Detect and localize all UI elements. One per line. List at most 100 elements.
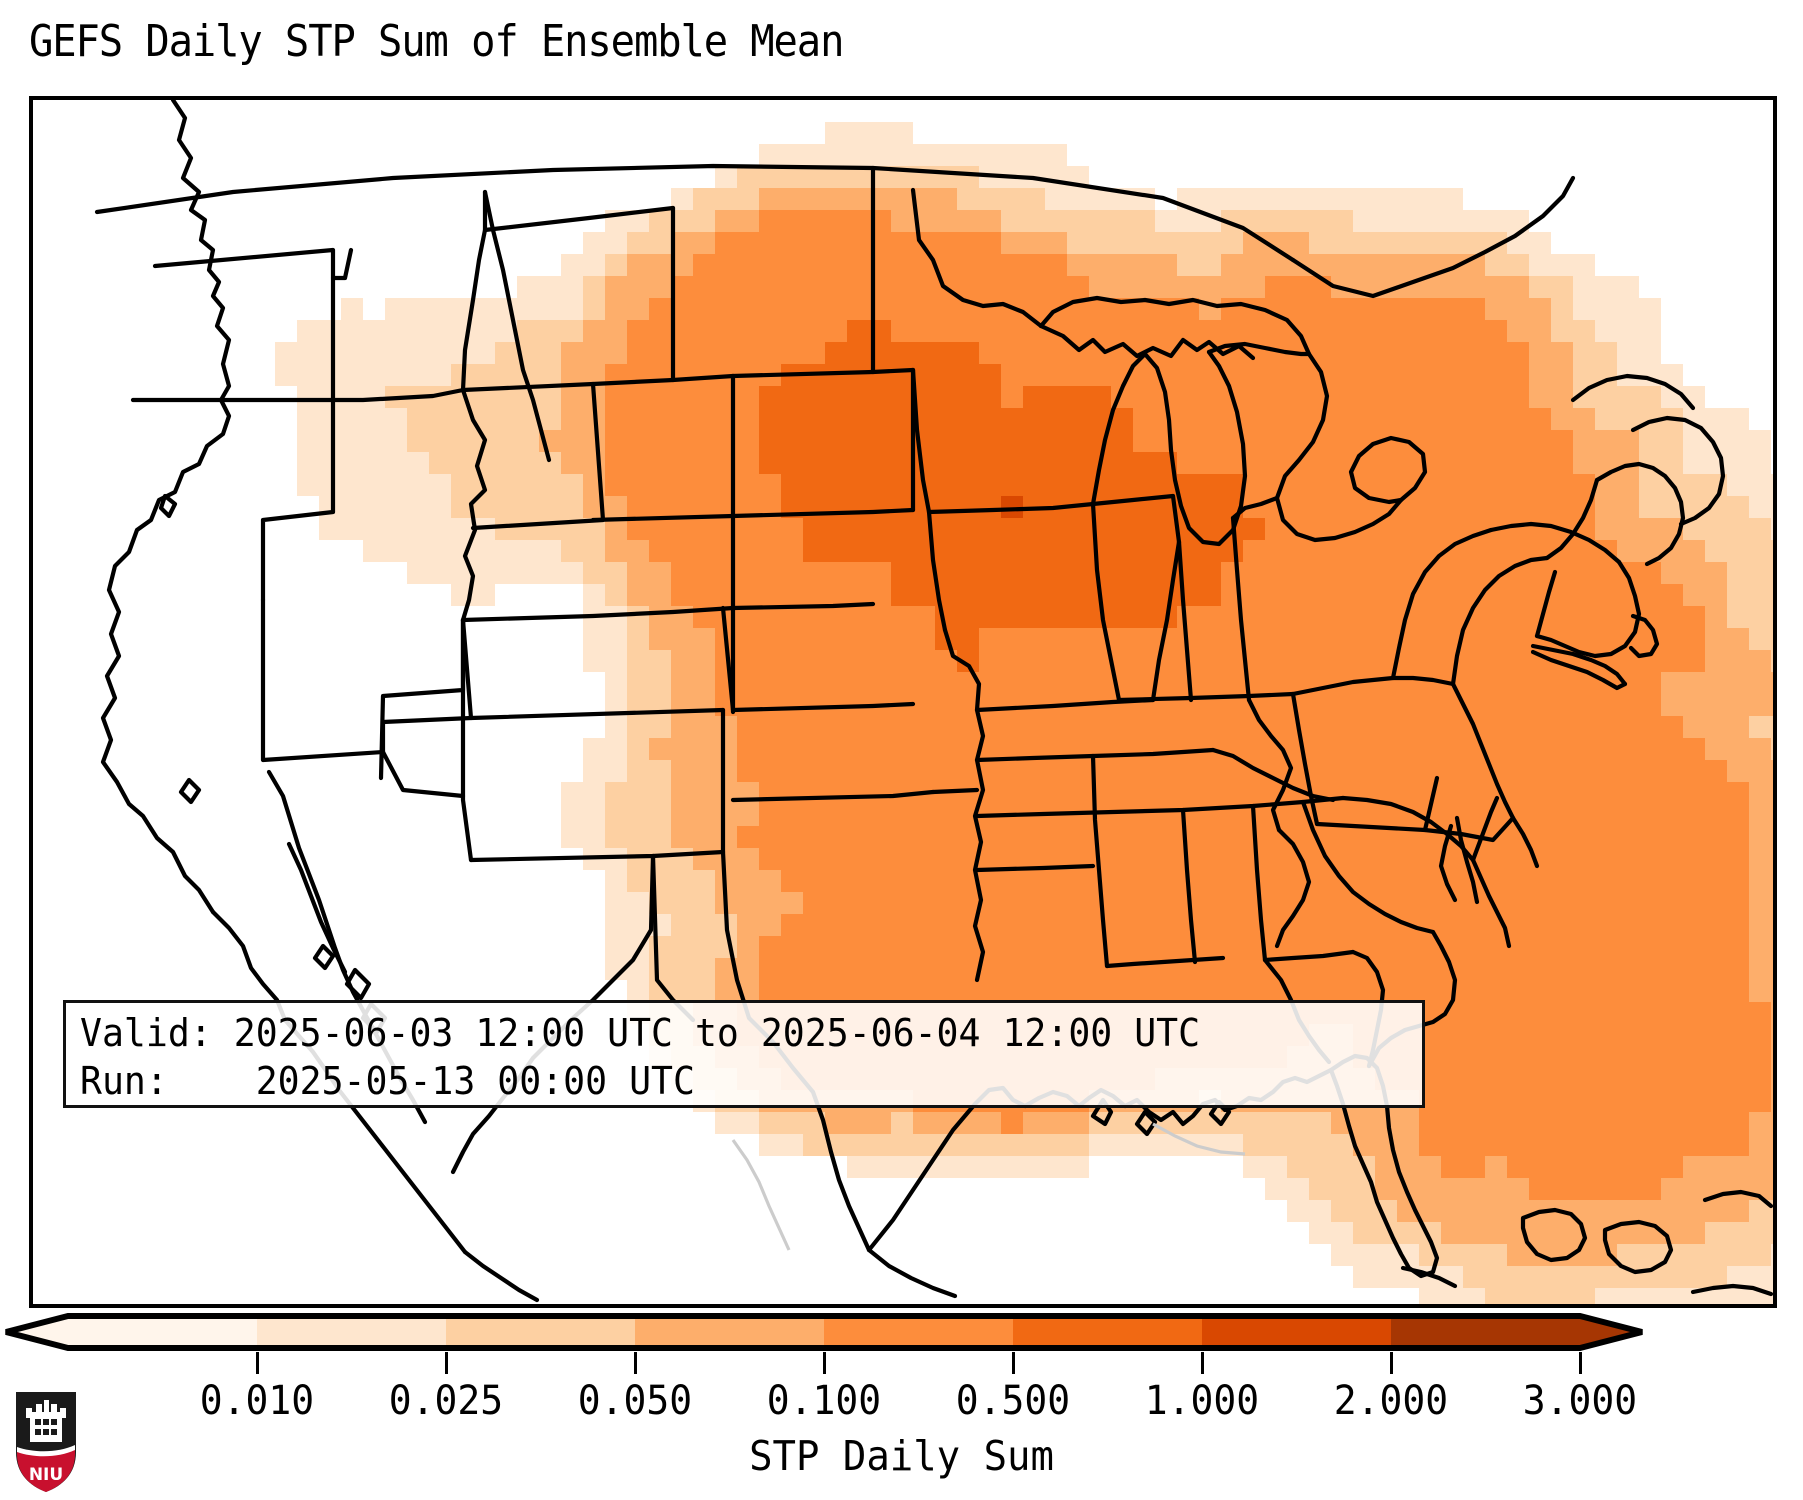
grid-cell: [1529, 298, 1551, 320]
grid-cell: [737, 320, 759, 342]
grid-cell: [1089, 210, 1111, 232]
grid-cell: [781, 430, 803, 452]
grid-cell: [649, 320, 671, 342]
grid-cell: [1485, 364, 1507, 386]
grid-cell: [715, 232, 737, 254]
grid-cell: [297, 474, 319, 496]
grid-cell: [561, 342, 583, 364]
grid-cell: [1001, 452, 1023, 474]
grid-cell: [363, 342, 385, 364]
colorbar-tick-7: [1578, 1352, 1582, 1374]
grid-cell: [1441, 298, 1463, 320]
grid-cell: [1001, 342, 1023, 364]
grid-cell: [341, 342, 363, 364]
grid-cell: [1001, 210, 1023, 232]
grid-cell: [1133, 276, 1155, 298]
grid-cell: [737, 386, 759, 408]
grid-cell: [1265, 254, 1287, 276]
grid-cell: [1265, 386, 1287, 408]
grid-cell: [1331, 254, 1353, 276]
grid-cell: [737, 452, 759, 474]
grid-cell: [451, 298, 473, 320]
grid-cell: [869, 386, 891, 408]
grid-cell: [847, 408, 869, 430]
grid-cell: [605, 276, 627, 298]
grid-cell: [979, 496, 1001, 518]
grid-cell: [737, 166, 759, 188]
grid-cell: [1331, 408, 1353, 430]
grid-cell: [1573, 320, 1595, 342]
grid-cell: [1287, 298, 1309, 320]
grid-cell: [1287, 188, 1309, 210]
grid-cell: [1463, 232, 1485, 254]
grid-cell: [957, 342, 979, 364]
grid-cell: [957, 144, 979, 166]
grid-cell: [759, 210, 781, 232]
grid-cell: [1573, 452, 1595, 474]
grid-cell: [1441, 408, 1463, 430]
grid-cell: [1551, 452, 1573, 474]
grid-cell: [1419, 364, 1441, 386]
grid-cell: [979, 452, 1001, 474]
grid-cell: [847, 232, 869, 254]
grid-cell: [1595, 298, 1617, 320]
grid-cell: [1507, 210, 1529, 232]
grid-cell: [1287, 210, 1309, 232]
grid-cell: [1331, 188, 1353, 210]
grid-cell: [1573, 254, 1595, 276]
grid-cell: [1529, 320, 1551, 342]
grid-cell: [1397, 408, 1419, 430]
grid-cell: [1331, 320, 1353, 342]
grid-cell: [737, 232, 759, 254]
colorbar-axis-label: STP Daily Sum: [749, 1432, 1054, 1480]
grid-cell: [407, 474, 429, 496]
grid-cell: [1089, 298, 1111, 320]
grid-cell: [627, 210, 649, 232]
grid-cell: [517, 276, 539, 298]
grid-cell: [1045, 144, 1067, 166]
grid-cell: [1529, 430, 1551, 452]
grid-cell: [1353, 254, 1375, 276]
grid-cell: [1089, 364, 1111, 386]
grid-cell: [935, 386, 957, 408]
grid-cell: [671, 188, 693, 210]
grid-cell: [1441, 276, 1463, 298]
grid-cell: [1595, 276, 1617, 298]
grid-cell: [1221, 452, 1243, 474]
grid-cell: [297, 342, 319, 364]
grid-cell: [1595, 320, 1617, 342]
grid-cell: [1375, 452, 1397, 474]
grid-cell: [913, 188, 935, 210]
grid-cell: [847, 254, 869, 276]
grid-cell: [1375, 320, 1397, 342]
colorbar-tick-label-6: 2.000: [1333, 1378, 1449, 1424]
grid-cell: [605, 452, 627, 474]
grid-cell: [1089, 254, 1111, 276]
grid-cell: [605, 298, 627, 320]
grid-cell: [517, 430, 539, 452]
grid-cell: [1243, 474, 1265, 496]
grid-cell: [715, 254, 737, 276]
grid-cell: [891, 430, 913, 452]
annotation-valid-line: Valid: 2025-06-03 12:00 UTC to 2025-06-0…: [80, 1011, 1201, 1055]
grid-cell: [1485, 386, 1507, 408]
grid-cell: [1221, 474, 1243, 496]
colorbar-tick-5: [1200, 1352, 1204, 1374]
grid-cell: [1353, 386, 1375, 408]
grid-cell: [1375, 232, 1397, 254]
grid-cell: [847, 320, 869, 342]
grid-cell: [759, 298, 781, 320]
grid-cell: [891, 232, 913, 254]
grid-cell: [1177, 386, 1199, 408]
grid-cell: [1221, 320, 1243, 342]
grid-cell: [363, 452, 385, 474]
grid-cell: [979, 474, 1001, 496]
grid-cell: [583, 254, 605, 276]
grid-cell: [1419, 210, 1441, 232]
grid-cell: [1133, 364, 1155, 386]
grid-cell: [1287, 232, 1309, 254]
grid-cell: [847, 474, 869, 496]
grid-cell: [429, 452, 451, 474]
colorbar-tick-2: [633, 1352, 637, 1374]
grid-cell: [1067, 188, 1089, 210]
